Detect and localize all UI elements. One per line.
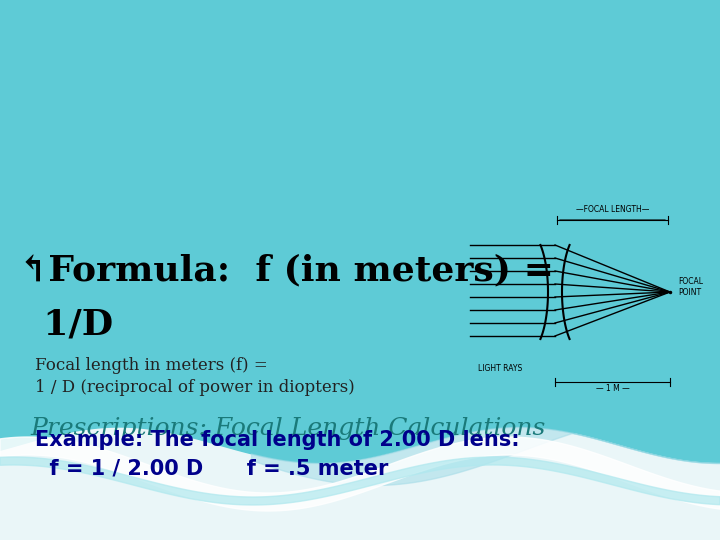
Text: FOCAL
POINT: FOCAL POINT: [678, 277, 703, 297]
Text: Prescriptions: Focal Length Calculations: Prescriptions: Focal Length Calculations: [30, 417, 545, 440]
Text: Focal length in meters (f) =: Focal length in meters (f) =: [35, 356, 268, 374]
Text: — 1 M —: — 1 M —: [595, 384, 629, 393]
Text: 1 / D (reciprocal of power in diopters): 1 / D (reciprocal of power in diopters): [35, 379, 355, 395]
Text: 1/D: 1/D: [18, 308, 113, 342]
Text: LIGHT RAYS: LIGHT RAYS: [478, 364, 522, 373]
Text: —FOCAL LENGTH—: —FOCAL LENGTH—: [576, 205, 649, 214]
Text: f = 1 / 2.00 D      f = .5 meter: f = 1 / 2.00 D f = .5 meter: [35, 458, 388, 478]
Text: ↰Formula:  f (in meters) =: ↰Formula: f (in meters) =: [18, 253, 554, 287]
Text: Example: The focal length of 2.00 D lens:: Example: The focal length of 2.00 D lens…: [35, 430, 520, 450]
